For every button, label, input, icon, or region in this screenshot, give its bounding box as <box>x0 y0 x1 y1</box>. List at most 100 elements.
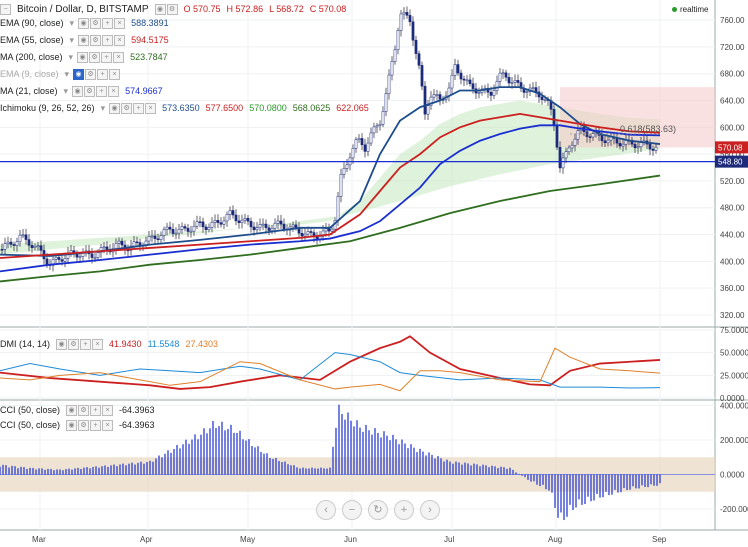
candle-up <box>6 241 10 244</box>
collapse-icon[interactable]: − <box>0 3 11 15</box>
candle-down <box>462 78 466 81</box>
candle-down <box>39 245 43 251</box>
candle-down <box>45 258 49 265</box>
dropdown-icon[interactable]: ▾ <box>100 102 106 113</box>
cci-y-tick: 400.0000 <box>720 401 748 410</box>
realtime-label: realtime <box>680 4 709 14</box>
indicator-controls[interactable]: ◉ ⚙ + × <box>72 85 120 97</box>
reset-icon[interactable]: ↻ <box>368 500 388 520</box>
candle-down <box>153 235 157 240</box>
candle-up <box>567 147 571 152</box>
candle-up <box>621 143 625 147</box>
indicator-value: 523.7847 <box>130 52 168 62</box>
open-value: O 570.75 <box>183 4 221 14</box>
candle-up <box>609 136 613 141</box>
ichimoku-cloud-red <box>560 87 715 148</box>
indicator-controls[interactable]: ◉ ⚙ + × <box>109 102 157 114</box>
zoom-out-icon[interactable]: − <box>342 500 362 520</box>
dropdown-icon[interactable]: ▾ <box>68 51 74 62</box>
candle-up <box>375 125 379 128</box>
low-value: L 568.72 <box>269 4 304 14</box>
candle-up <box>162 229 166 236</box>
cci-controls-2[interactable]: ◉ ⚙ + × <box>66 419 114 431</box>
candle-up <box>93 257 97 259</box>
candle-up <box>576 130 580 140</box>
cci-y-tick: 200.0000 <box>720 436 748 445</box>
dropdown-icon[interactable]: ▾ <box>69 34 75 45</box>
arrow-right-icon[interactable]: › <box>420 500 440 520</box>
x-tick-label: Jun <box>344 535 357 544</box>
indicator-controls[interactable]: ◉ ⚙ + × <box>77 51 125 63</box>
indicator-value: 577.6500 <box>205 103 244 113</box>
dropdown-icon[interactable]: ▾ <box>64 68 70 79</box>
candle-up <box>255 227 259 231</box>
candle-up <box>513 80 517 83</box>
candle-up <box>273 222 277 229</box>
dmi-controls[interactable]: ◉ ⚙ + × <box>56 338 104 350</box>
candle-up <box>372 126 376 134</box>
candle-up <box>381 111 385 125</box>
y-tick-label: 480.00 <box>720 204 745 213</box>
candle-down <box>198 221 202 223</box>
dmi-y-tick: 50.0000 <box>720 349 748 358</box>
indicator-name: EMA (55, close) <box>0 35 64 45</box>
candle-down <box>186 227 190 232</box>
candle-down <box>0 249 4 251</box>
ma-line <box>0 113 661 259</box>
dropdown-icon[interactable]: ▾ <box>69 17 75 28</box>
cci-controls-1[interactable]: ◉ ⚙ + × <box>66 404 114 416</box>
candle-down <box>309 231 313 233</box>
hline-price-badge <box>715 155 748 168</box>
candle-down <box>156 238 160 241</box>
candle-down <box>231 210 235 216</box>
candle-up <box>492 90 496 96</box>
cci-value-2: -64.3963 <box>119 420 155 430</box>
y-tick-label: 720.00 <box>720 43 745 52</box>
eye-icon[interactable]: ◉ <box>154 3 166 15</box>
close-value: C 570.08 <box>309 4 347 14</box>
candle-down <box>24 234 28 240</box>
candle-down <box>171 229 175 234</box>
indicator-controls[interactable]: ◉ ⚙ + × <box>78 17 126 29</box>
candle-up <box>453 64 457 76</box>
candle-up <box>21 234 25 237</box>
y-tick-label: 600.00 <box>720 123 745 132</box>
dropdown-icon[interactable]: ▾ <box>63 85 69 96</box>
candle-down <box>90 253 94 258</box>
candle-up <box>393 49 397 62</box>
fib-label: 0.618(583.63) <box>620 124 676 134</box>
chart-navigation: ‹ − ↻ + › <box>316 500 440 520</box>
candle-up <box>387 74 391 94</box>
candle-down <box>12 244 16 246</box>
candle-down <box>201 221 205 228</box>
candle-up <box>624 140 628 145</box>
candle-up <box>213 220 217 223</box>
candle-up <box>345 164 349 169</box>
ma-line <box>0 124 661 273</box>
candle-down <box>279 220 283 225</box>
indicator-row: MA (200, close) ▾ ◉ ⚙ + × 523.7847 <box>0 50 715 64</box>
candle-up <box>396 30 400 51</box>
candle-down <box>282 223 286 230</box>
indicator-controls[interactable]: ◉ ⚙ + × <box>73 68 121 80</box>
settings-icon[interactable]: ⚙ <box>166 3 178 15</box>
candle-down <box>456 64 460 74</box>
indicator-row: MA (21, close) ▾ ◉ ⚙ + × 574.9667 <box>0 84 715 98</box>
candle-down <box>327 228 331 232</box>
arrow-left-icon[interactable]: ‹ <box>316 500 336 520</box>
candle-down <box>504 72 508 78</box>
indicator-name: Ichimoku (9, 26, 52, 26) <box>0 103 95 113</box>
dmi-line <box>0 335 661 390</box>
candle-down <box>471 83 475 89</box>
zoom-in-icon[interactable]: + <box>394 500 414 520</box>
indicator-controls[interactable]: ◉ ⚙ + × <box>78 34 126 46</box>
candle-down <box>405 12 409 16</box>
symbol-controls[interactable]: ◉ ⚙ <box>154 3 178 15</box>
candle-down <box>540 96 544 100</box>
candle-down <box>249 220 253 228</box>
candle-up <box>399 13 403 31</box>
indicator-value: 570.0800 <box>249 103 287 113</box>
candle-down <box>420 65 424 87</box>
candle-up <box>261 223 265 226</box>
